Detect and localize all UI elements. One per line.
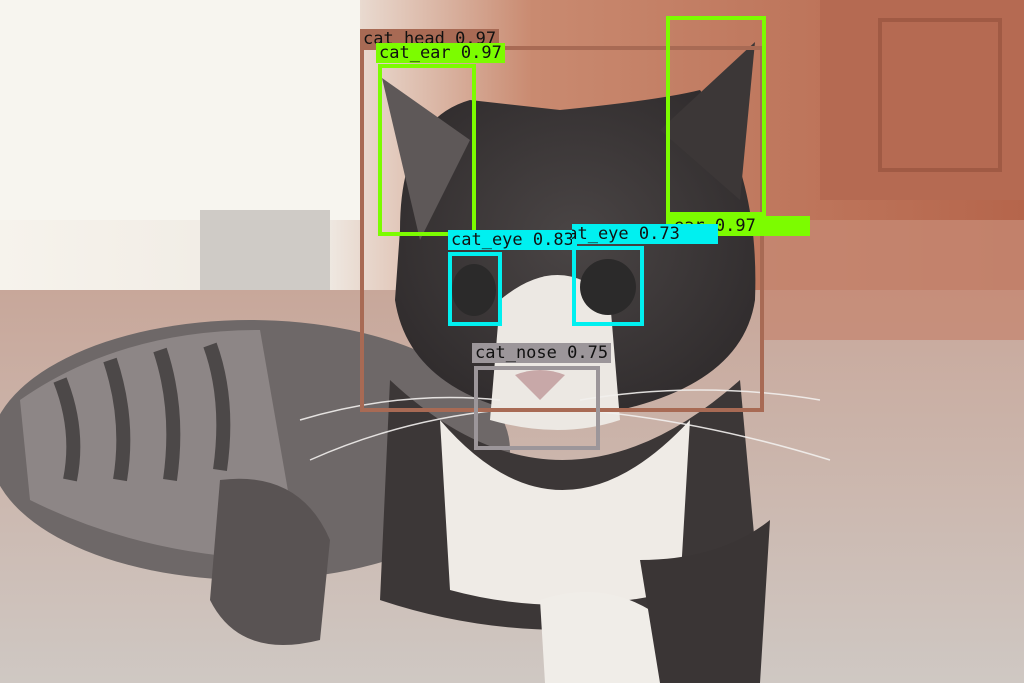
cat-eye-right-box <box>572 246 644 326</box>
cat-nose-label: cat_nose 0.75 <box>472 343 612 363</box>
cat-eye-left-box <box>448 252 502 326</box>
cat-eye-left-label: cat_eye 0.83 <box>448 230 577 250</box>
cat-ear-left-box <box>378 64 476 236</box>
cat-ear-right-box <box>666 16 766 216</box>
cat-nose-box <box>474 366 600 450</box>
cat-ear-left-label: cat_ear 0.97 <box>376 43 505 63</box>
cat-eye-right-label: cat_eye 0.73 <box>572 224 718 244</box>
